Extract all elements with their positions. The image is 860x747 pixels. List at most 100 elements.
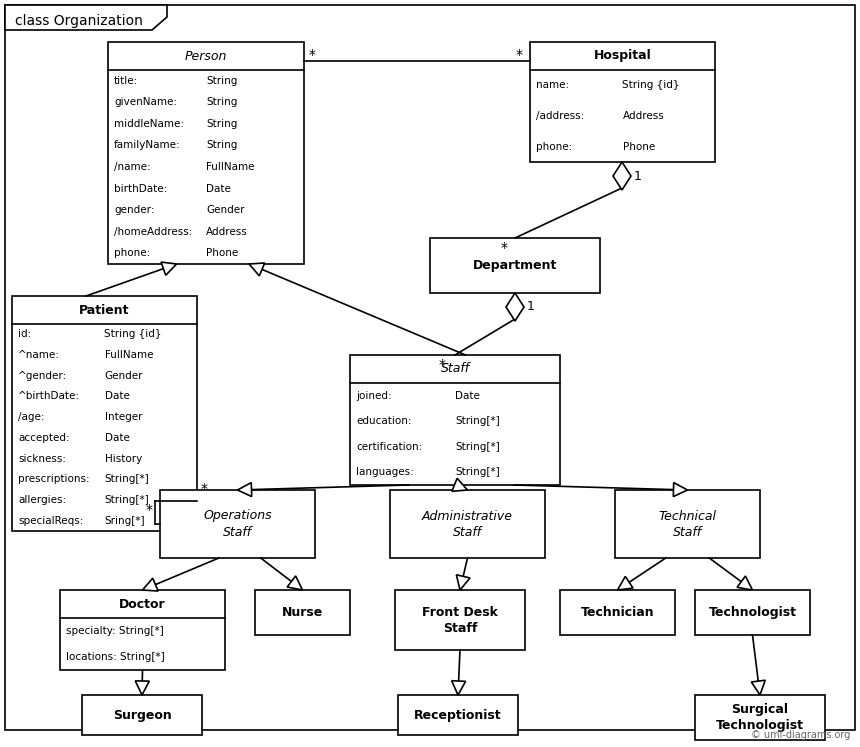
Bar	[395, 590, 525, 650]
Text: Date: Date	[455, 391, 480, 400]
Bar	[695, 695, 825, 740]
Bar	[615, 490, 760, 558]
Text: Nurse: Nurse	[282, 606, 323, 619]
Text: phone:: phone:	[114, 248, 150, 258]
Text: Technician: Technician	[580, 606, 654, 619]
Text: birthDate:: birthDate:	[114, 184, 167, 193]
Text: /age:: /age:	[18, 412, 45, 422]
Text: *: *	[309, 48, 316, 62]
Text: Address: Address	[206, 226, 248, 237]
Polygon shape	[457, 574, 470, 590]
Text: FullName: FullName	[206, 162, 255, 172]
Polygon shape	[673, 483, 687, 497]
Text: familyName:: familyName:	[114, 140, 181, 150]
Text: String[*]: String[*]	[455, 468, 500, 477]
Text: Gender: Gender	[206, 205, 244, 215]
Text: String[*]: String[*]	[455, 441, 500, 452]
Text: 1: 1	[634, 170, 642, 182]
Text: Integer: Integer	[105, 412, 142, 422]
Text: prescriptions:: prescriptions:	[18, 474, 89, 484]
Text: *: *	[501, 241, 508, 255]
Text: accepted:: accepted:	[18, 433, 70, 443]
Text: specialReqs:: specialReqs:	[18, 515, 83, 526]
Polygon shape	[161, 262, 176, 275]
Text: /address:: /address:	[536, 111, 584, 121]
Text: Technologist: Technologist	[709, 606, 796, 619]
Text: Technical
Staff: Technical Staff	[659, 509, 716, 539]
Text: String: String	[206, 75, 237, 86]
Text: Doctor: Doctor	[120, 598, 166, 610]
Text: id:: id:	[18, 329, 31, 339]
Polygon shape	[287, 576, 303, 590]
Text: String: String	[206, 97, 237, 108]
Polygon shape	[452, 478, 468, 492]
Bar	[60, 590, 225, 670]
Text: joined:: joined:	[356, 391, 391, 400]
Text: name:: name:	[536, 81, 569, 90]
Polygon shape	[143, 578, 158, 591]
Text: ^gender:: ^gender:	[18, 371, 67, 381]
Text: FullName: FullName	[105, 350, 153, 360]
Polygon shape	[237, 483, 252, 497]
Bar	[160, 490, 315, 558]
Text: *: *	[516, 48, 523, 62]
Text: givenName:: givenName:	[114, 97, 177, 108]
Bar	[12, 296, 197, 531]
Bar	[390, 490, 545, 558]
Text: Address: Address	[623, 111, 664, 121]
Text: Person: Person	[185, 49, 227, 63]
Text: middleName:: middleName:	[114, 119, 184, 129]
Text: phone:: phone:	[536, 142, 572, 152]
Polygon shape	[135, 681, 150, 695]
Text: sickness:: sickness:	[18, 453, 66, 464]
Text: Date: Date	[206, 184, 230, 193]
Bar	[255, 590, 350, 635]
Text: String[*]: String[*]	[105, 495, 150, 505]
Text: /homeAddress:: /homeAddress:	[114, 226, 193, 237]
Text: String: String	[206, 140, 237, 150]
Text: Patient: Patient	[79, 303, 130, 317]
Text: String {id}: String {id}	[623, 81, 680, 90]
Text: certification:: certification:	[356, 441, 422, 452]
Text: String {id}: String {id}	[105, 329, 162, 339]
Bar	[350, 355, 560, 485]
Text: class Organization: class Organization	[15, 14, 143, 28]
Text: *: *	[201, 482, 208, 496]
Text: Phone: Phone	[623, 142, 654, 152]
Text: 1: 1	[527, 300, 535, 314]
Text: String: String	[206, 119, 237, 129]
Polygon shape	[737, 576, 752, 590]
Bar	[398, 695, 518, 735]
Text: Operations
Staff: Operations Staff	[203, 509, 272, 539]
Text: Surgeon: Surgeon	[113, 708, 171, 722]
Polygon shape	[752, 681, 765, 695]
Text: ^name:: ^name:	[18, 350, 60, 360]
Text: *: *	[439, 358, 446, 372]
Polygon shape	[5, 5, 167, 30]
Text: /name:: /name:	[114, 162, 150, 172]
Text: Department: Department	[473, 259, 557, 272]
Text: Date: Date	[105, 391, 129, 401]
Text: © uml-diagrams.org: © uml-diagrams.org	[751, 730, 850, 740]
Text: gender:: gender:	[114, 205, 155, 215]
Bar	[560, 590, 675, 635]
Bar	[108, 42, 304, 264]
Text: *: *	[146, 503, 153, 517]
Text: Administrative
Staff: Administrative Staff	[422, 509, 513, 539]
Text: Sring[*]: Sring[*]	[105, 515, 145, 526]
Bar	[430, 238, 600, 293]
Polygon shape	[613, 162, 631, 190]
Polygon shape	[452, 681, 465, 695]
Text: Gender: Gender	[105, 371, 143, 381]
Text: Date: Date	[105, 433, 129, 443]
Text: String[*]: String[*]	[105, 474, 150, 484]
Polygon shape	[249, 263, 265, 276]
Text: History: History	[105, 453, 142, 464]
Polygon shape	[506, 293, 524, 321]
Bar	[530, 42, 715, 162]
Text: allergies:: allergies:	[18, 495, 66, 505]
Text: Surgical
Technologist: Surgical Technologist	[716, 703, 804, 732]
Text: Phone: Phone	[206, 248, 238, 258]
Text: ^birthDate:: ^birthDate:	[18, 391, 80, 401]
Text: Staff: Staff	[440, 362, 470, 376]
